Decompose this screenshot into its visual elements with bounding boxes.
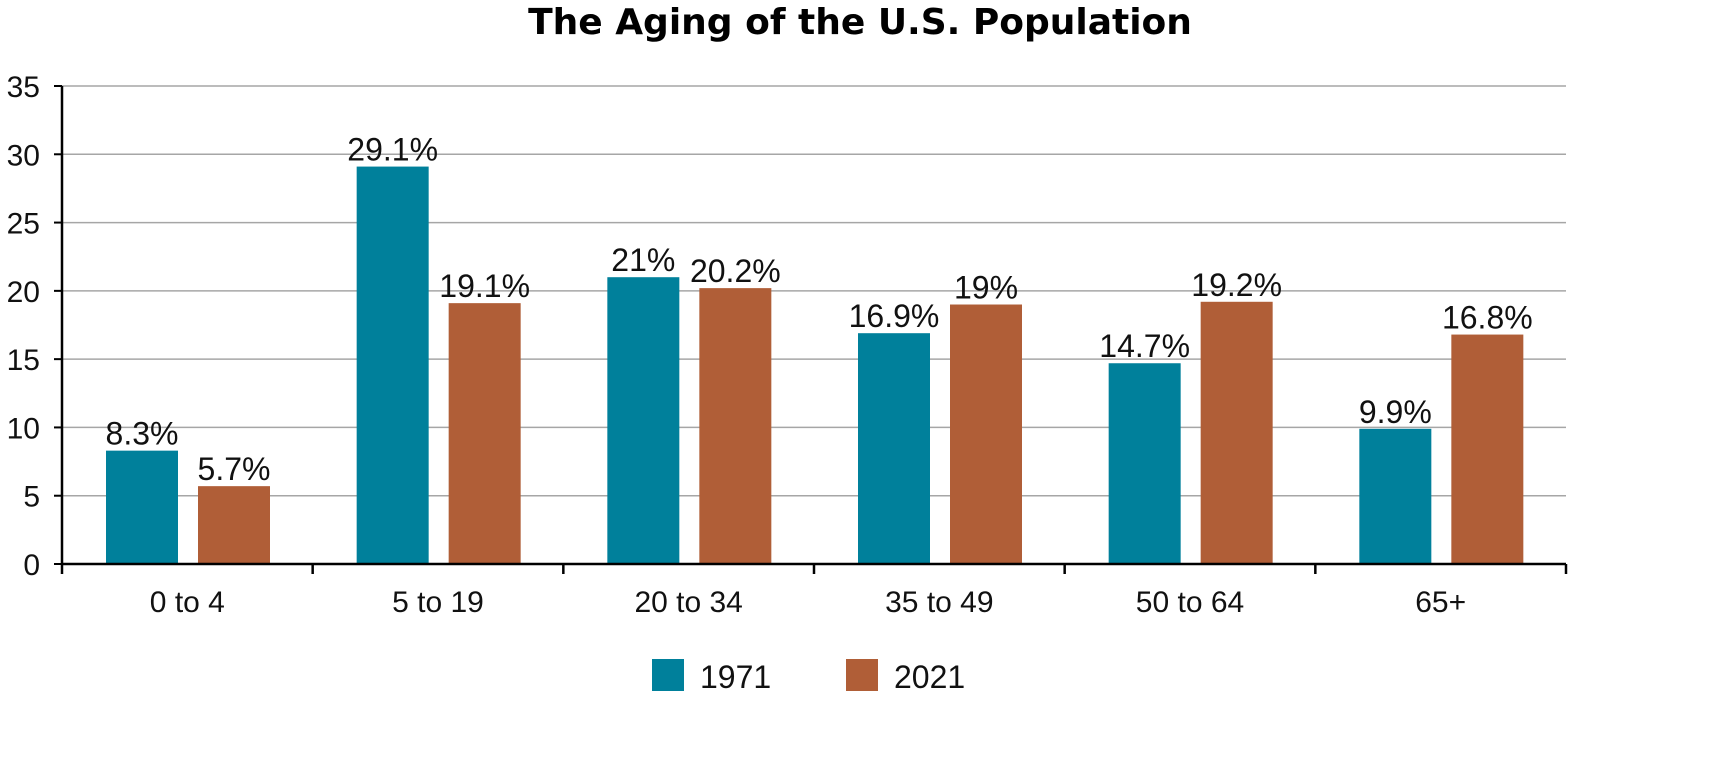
x-category-label: 65+ bbox=[1415, 586, 1466, 619]
y-tick-label: 15 bbox=[7, 344, 40, 377]
data-label: 19.1% bbox=[439, 268, 530, 304]
bar-2021-4 bbox=[1200, 301, 1273, 564]
data-labels: 8.3%5.7%29.1%19.1%21% 20.2%16.9%19%14.7%1… bbox=[106, 132, 1533, 488]
bar-1971-2 bbox=[607, 277, 680, 564]
y-tick-label: 10 bbox=[7, 412, 40, 445]
bar-2021-2 bbox=[699, 288, 772, 564]
y-tick-label: 5 bbox=[23, 481, 40, 514]
y-tick-label: 20 bbox=[7, 276, 40, 309]
data-label: 8.3% bbox=[106, 416, 179, 452]
bar-2021-0 bbox=[198, 486, 270, 564]
legend-swatch bbox=[652, 659, 684, 691]
data-label: 20.2% bbox=[690, 253, 781, 289]
axes: 0 5 10 15 20 25 30 35 0 to 4 5 to 19 20 to 34 35 to… bbox=[7, 71, 1568, 619]
bars bbox=[106, 166, 1524, 564]
x-category-label: 50 to 64 bbox=[1136, 586, 1244, 619]
bar-1971-3 bbox=[858, 333, 930, 564]
x-category-label: 5 to 19 bbox=[392, 586, 484, 619]
bar-1971-5 bbox=[1359, 428, 1432, 564]
legend-label: 2021 bbox=[894, 659, 965, 695]
bar-2021-1 bbox=[448, 303, 521, 564]
bar-1971-4 bbox=[1108, 363, 1181, 564]
x-category-label: 0 to 4 bbox=[150, 586, 225, 619]
data-label: 14.7% bbox=[1099, 328, 1190, 364]
data-label: 16.8% bbox=[1442, 300, 1533, 336]
y-tick-label: 25 bbox=[7, 208, 40, 241]
legend: 1971 2021 bbox=[652, 659, 965, 695]
bar-1971-1 bbox=[356, 166, 429, 564]
legend-label: 1971 bbox=[700, 659, 771, 695]
chart-title: The Aging of the U.S. Population bbox=[528, 2, 1192, 43]
data-label: 19% bbox=[954, 270, 1018, 306]
data-label: 21% bbox=[611, 242, 675, 278]
bar-2021-3 bbox=[950, 304, 1022, 564]
gridlines bbox=[62, 85, 1566, 497]
legend-swatch bbox=[846, 659, 878, 691]
y-tick-label: 35 bbox=[7, 71, 40, 104]
data-label: 5.7% bbox=[198, 451, 271, 487]
data-label: 16.9% bbox=[849, 298, 940, 334]
data-label: 19.2% bbox=[1191, 267, 1282, 303]
x-category-label: 20 to 34 bbox=[634, 586, 742, 619]
bar-1971-0 bbox=[106, 450, 178, 564]
data-label: 29.1% bbox=[347, 132, 438, 168]
y-tick-label: 0 bbox=[23, 549, 40, 582]
x-category-label: 35 to 49 bbox=[885, 586, 993, 619]
bar-2021-5 bbox=[1451, 334, 1524, 564]
data-label: 9.9% bbox=[1359, 394, 1432, 430]
y-tick-label: 30 bbox=[7, 139, 40, 172]
